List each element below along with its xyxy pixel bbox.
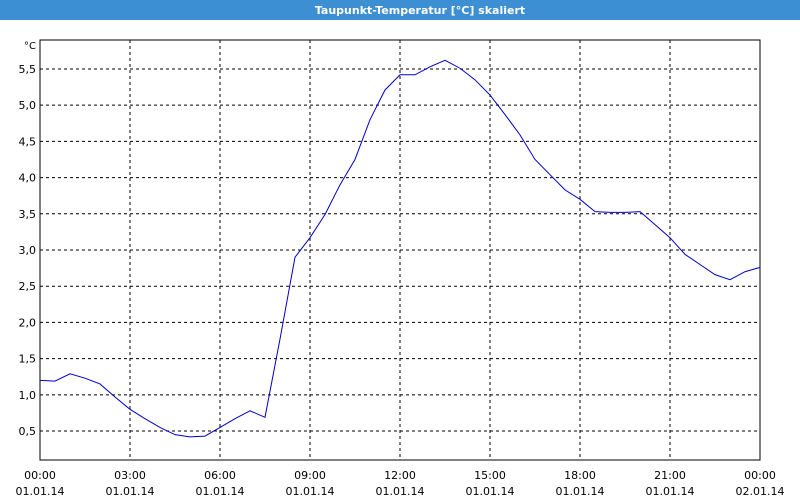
x-tick-label: 15:00 01.01.14 [466,469,515,498]
x-tick-label: 21:00 01.01.14 [646,469,695,498]
x-tick-label: 00:00 01.01.14 [16,469,65,498]
chart-title: Taupunkt-Temperatur [°C] skaliert [315,4,525,17]
y-tick-label: 2,5 [19,280,37,293]
y-tick-label: 4,0 [19,172,37,185]
x-tick-label: 12:00 01.01.14 [376,469,425,498]
y-tick-label: 1,0 [19,389,37,402]
x-tick-label: 18:00 01.01.14 [556,469,605,498]
y-tick-label: 4,5 [19,135,37,148]
y-tick-label: 3,5 [19,208,37,221]
y-tick-label: 5,5 [19,63,37,76]
x-tick-label: 06:00 01.01.14 [196,469,245,498]
x-tick-label: 03:00 01.01.14 [106,469,155,498]
y-tick-label: 5,0 [19,99,37,112]
y-tick-label: 0,5 [19,425,37,438]
title-bar [0,0,800,20]
x-tick-label: 09:00 01.01.14 [286,469,335,498]
y-tick-label: 3,0 [19,244,37,257]
y-unit: °C [24,41,36,52]
line [39,59,761,438]
y-tick-label: 2,0 [19,316,37,329]
y-tick-label: 1,5 [19,353,37,366]
x-tick-label: 00:00 02.01.14 [736,469,785,498]
